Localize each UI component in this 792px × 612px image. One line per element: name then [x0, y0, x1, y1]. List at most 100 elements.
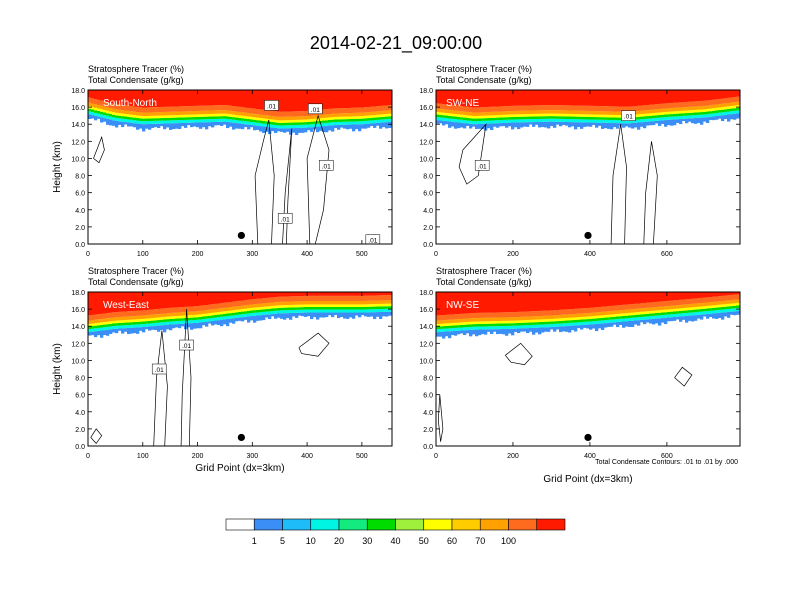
y-tick-label: 12.0 — [71, 341, 85, 348]
contour-line — [674, 366, 693, 387]
y-tick-label: 16.0 — [419, 105, 433, 112]
panel-subtitle-2: Total Condensate (g/kg) — [88, 277, 184, 287]
y-tick-label: 6.0 — [423, 393, 433, 400]
x-tick-label: 200 — [507, 453, 519, 460]
contour-line — [306, 114, 330, 244]
colorbar-swatch — [253, 518, 283, 531]
plot-area: .01 .01 .01 .01 .01 0.0 2.0 4.0 6.0 8.0 10.0 12.0 14… — [71, 88, 393, 258]
y-axis-label: Height (km) — [52, 141, 63, 193]
tracer-field: .01 .01 .01 .01 .01 — [88, 90, 392, 244]
contour-label-box — [264, 100, 279, 111]
plot-area: .01 .01 0.0 2.0 4.0 6.0 8.0 10.0 12.0 14.0 16.0 18.… — [71, 290, 393, 460]
contour-line — [282, 128, 293, 244]
contour-line — [93, 135, 105, 164]
colorbar-label: 5 — [280, 536, 285, 546]
x-tick-label: 0 — [86, 251, 90, 258]
colorbar-label: 30 — [362, 536, 372, 546]
y-tick-label: 2.0 — [75, 225, 85, 232]
y-tick-label: 14.0 — [71, 324, 85, 331]
x-tick-label: 600 — [661, 251, 673, 258]
panel-label: West-East — [103, 300, 149, 311]
colorbar-label: 100 — [501, 536, 516, 546]
colorbar-swatch — [451, 518, 481, 531]
panel-subtitle-1: Stratosphere Tracer (%) — [88, 64, 184, 74]
y-tick-label: 0.0 — [423, 242, 433, 249]
x-tick-label: 0 — [434, 453, 438, 460]
condensate-contours — [90, 309, 330, 446]
y-tick-label: 4.0 — [75, 410, 85, 417]
panel-subtitle-1: Stratosphere Tracer (%) — [436, 64, 532, 74]
contour-label: .01 — [281, 216, 290, 223]
panel-subtitle-1: Stratosphere Tracer (%) — [436, 266, 532, 276]
y-tick-label: 12.0 — [419, 341, 433, 348]
colorbar-label: 10 — [306, 536, 316, 546]
contour-label: .01 — [624, 114, 633, 121]
contour-label-box — [365, 234, 381, 244]
colorbar-swatch — [338, 518, 368, 531]
contour-note: Total Condensate Contours: .01 to .01 by… — [595, 459, 738, 466]
condensate-contours — [93, 114, 330, 244]
colorbar-label: 50 — [419, 536, 429, 546]
x-tick-label: 0 — [434, 251, 438, 258]
contour-label-box — [319, 160, 334, 171]
y-tick-label: 4.0 — [423, 208, 433, 215]
y-tick-label: 16.0 — [419, 307, 433, 314]
x-tick-label: 300 — [246, 453, 258, 460]
panel-subtitle-2: Total Condensate (g/kg) — [88, 75, 184, 85]
y-tick-label: 14.0 — [419, 122, 433, 129]
colorbar-label: 60 — [447, 536, 457, 546]
condensate-contours — [458, 123, 658, 244]
y-tick-label: 10.0 — [419, 358, 433, 365]
contour-label: .01 — [322, 163, 331, 170]
panel-subtitle-1: Stratosphere Tracer (%) — [88, 266, 184, 276]
plot-frame — [435, 89, 741, 245]
colorbar-label: 1 — [252, 536, 257, 546]
y-tick-label: 4.0 — [423, 410, 433, 417]
y-tick-label: 0.0 — [75, 242, 85, 249]
contour-label-box — [277, 213, 293, 224]
y-tick-label: 10.0 — [71, 358, 85, 365]
tracer-field: .01 .01 — [88, 292, 392, 446]
y-tick-label: 14.0 — [71, 122, 85, 129]
contour-line — [458, 123, 487, 185]
x-tick-label: 500 — [356, 251, 368, 258]
contour-label: .01 — [478, 163, 487, 170]
contour-line — [437, 394, 444, 442]
y-tick-label: 0.0 — [75, 444, 85, 451]
colorbar-swatch — [536, 518, 566, 531]
colorbar-swatch — [310, 518, 340, 531]
contour-label-box — [179, 339, 194, 351]
x-tick-label: 100 — [137, 453, 149, 460]
location-marker — [584, 433, 592, 442]
colorbar-label: 70 — [475, 536, 485, 546]
x-axis-label: Grid Point (dx=3km) — [543, 474, 632, 485]
contour-line — [254, 119, 275, 244]
location-marker — [584, 231, 592, 240]
colorbar-swatch — [395, 518, 425, 531]
panel-subtitle-2: Total Condensate (g/kg) — [436, 75, 532, 85]
x-tick-label: 400 — [301, 251, 313, 258]
x-tick-label: 200 — [192, 251, 204, 258]
contour-line — [90, 428, 103, 444]
contour-line — [153, 330, 168, 446]
panel-subtitle-2: Total Condensate (g/kg) — [436, 277, 532, 287]
tracer-field: .01 .01 — [436, 90, 740, 244]
colorbar-swatch — [225, 518, 255, 531]
y-tick-label: 14.0 — [419, 324, 433, 331]
contour-label-box — [474, 160, 490, 171]
y-tick-label: 8.0 — [75, 376, 85, 383]
y-tick-label: 8.0 — [423, 376, 433, 383]
contour-label-box — [621, 110, 636, 121]
location-marker — [237, 433, 245, 442]
contour-label: .01 — [267, 103, 276, 110]
y-tick-label: 12.0 — [71, 139, 85, 146]
y-tick-label: 2.0 — [75, 427, 85, 434]
plot-area: .01 .01 0.0 2.0 4.0 6.0 8.0 10.0 12.0 14.0 16.0 18.… — [419, 88, 741, 258]
condensate-contours — [437, 342, 693, 442]
panel-label: NW-SE — [446, 300, 479, 311]
x-tick-label: 400 — [584, 251, 596, 258]
y-tick-label: 16.0 — [71, 307, 85, 314]
contour-line — [643, 141, 658, 244]
panel-sw-ne: Stratosphere Tracer (%) Total Condensate… — [419, 64, 741, 258]
